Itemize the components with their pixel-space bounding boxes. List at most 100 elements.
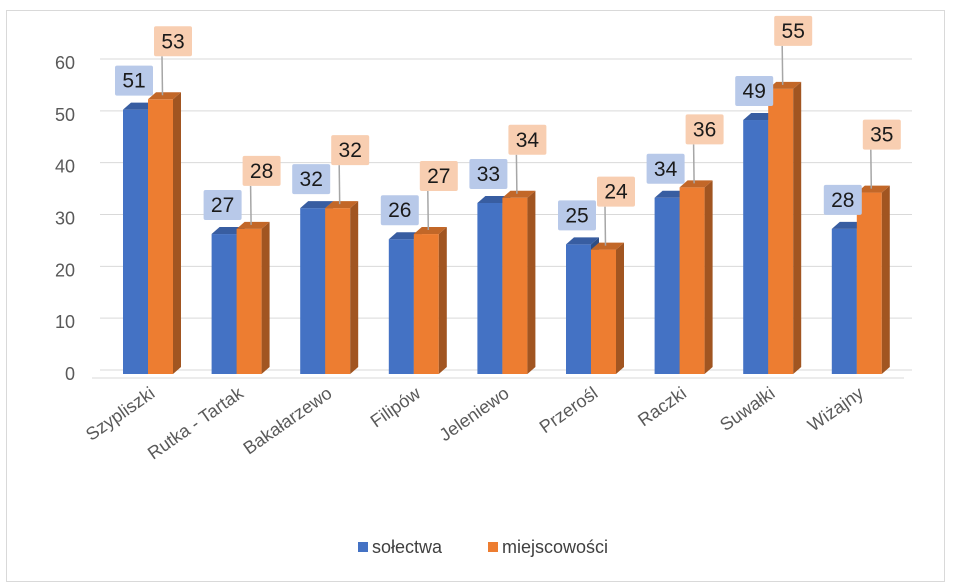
bar — [413, 227, 447, 374]
y-tick-label: 50 — [55, 105, 75, 125]
leader-line — [338, 165, 341, 205]
x-tick-label: Jeleniewo — [436, 383, 513, 445]
bar-front — [566, 244, 591, 374]
data-label-box — [419, 161, 458, 192]
bar-side — [793, 81, 802, 375]
data-label: 24 — [597, 176, 635, 246]
bar-side — [173, 92, 181, 375]
data-label-text: 53 — [161, 30, 184, 53]
legend-label: miejscowości — [502, 537, 608, 557]
y-axis: 0 10 20 30 40 50 60 — [55, 53, 75, 384]
y-tick-label: 20 — [55, 260, 75, 280]
data-label-box — [469, 158, 508, 189]
data-label-box — [115, 65, 153, 96]
bar-top — [211, 227, 245, 235]
bar-top — [743, 113, 777, 121]
bar-side — [350, 201, 359, 374]
data-label-box — [685, 114, 724, 145]
data-label: 49 — [735, 76, 774, 107]
bar-top — [148, 92, 181, 100]
data-label: 34 — [646, 153, 685, 184]
y-tick-label: 10 — [55, 312, 75, 332]
x-tick-label: Szypliszki — [82, 383, 158, 445]
data-label-text: 49 — [743, 80, 766, 103]
bar-front — [148, 99, 173, 375]
leader-line — [870, 149, 873, 189]
bar-top — [768, 81, 802, 89]
bar-top — [413, 227, 447, 235]
bar-top — [679, 180, 713, 188]
data-label-box — [823, 184, 862, 215]
data-label-text: 28 — [831, 189, 854, 212]
data-label: 27 — [419, 161, 458, 231]
bar-front — [654, 197, 680, 374]
bar-side — [438, 227, 447, 374]
bar — [236, 221, 270, 374]
data-label: 27 — [203, 190, 242, 221]
data-label: 53 — [154, 26, 192, 96]
data-label: 28 — [823, 184, 862, 215]
data-label-box — [862, 119, 901, 150]
bar-top — [388, 232, 422, 240]
leader-line — [161, 56, 164, 96]
data-label-text: 33 — [477, 163, 500, 186]
bar-top — [477, 195, 511, 203]
data-labels: 51 53 27 28 32 32 26 27 33 34 25 24 34 36 49 55 28 35 — [115, 15, 901, 246]
legend-swatch — [488, 542, 498, 552]
legend-swatch — [358, 542, 368, 552]
legend-label: sołectwa — [372, 537, 443, 557]
x-tick-label: Filipów — [367, 382, 425, 431]
bar — [325, 201, 359, 374]
data-label-text: 51 — [122, 70, 145, 93]
data-label-box — [508, 124, 547, 155]
data-label: 32 — [292, 164, 331, 195]
bar-front — [768, 88, 794, 375]
bar-front — [300, 208, 326, 374]
data-label-text: 55 — [782, 20, 805, 43]
legend-item: miejscowości — [488, 537, 608, 557]
bar-top — [566, 237, 599, 245]
leader-line — [515, 154, 518, 194]
y-tick-label: 60 — [55, 53, 75, 73]
bar-front — [831, 228, 857, 374]
bar-front — [325, 208, 351, 374]
bar-top — [654, 190, 688, 198]
bar — [679, 180, 713, 374]
bar-front — [477, 202, 503, 374]
bar-side — [881, 185, 890, 374]
x-tick-label: Rutka - Tartak — [144, 382, 248, 463]
data-label-text: 34 — [516, 129, 540, 152]
x-tick-label: Przerośl — [536, 383, 602, 437]
data-label: 28 — [242, 155, 281, 225]
bar-side — [261, 221, 270, 374]
bar-front — [123, 109, 148, 375]
data-label: 34 — [508, 124, 547, 194]
data-label: 25 — [558, 200, 596, 231]
bar — [768, 81, 802, 375]
data-label-text: 28 — [250, 160, 273, 183]
data-label-box — [292, 164, 331, 195]
bar-top — [856, 185, 890, 193]
leader-line — [249, 185, 252, 225]
bar-top — [236, 221, 270, 229]
data-label-box — [203, 190, 242, 221]
leader-line — [427, 191, 430, 231]
data-label: 32 — [331, 135, 370, 205]
y-tick-label: 0 — [65, 364, 75, 384]
y-tick-label: 40 — [55, 157, 75, 177]
bar-side — [527, 190, 536, 374]
bar-top — [123, 102, 156, 110]
data-label: 51 — [115, 65, 153, 96]
data-label: 36 — [685, 114, 724, 184]
bar-top — [591, 242, 624, 250]
data-label-box — [774, 15, 813, 46]
bar — [856, 185, 890, 374]
data-label-box — [380, 195, 419, 226]
x-tick-label: Raczki — [634, 383, 690, 430]
data-label-text: 25 — [565, 204, 588, 227]
bar — [591, 242, 624, 374]
data-label: 35 — [862, 119, 901, 189]
bar-top — [300, 201, 334, 209]
data-label-box — [242, 155, 281, 186]
